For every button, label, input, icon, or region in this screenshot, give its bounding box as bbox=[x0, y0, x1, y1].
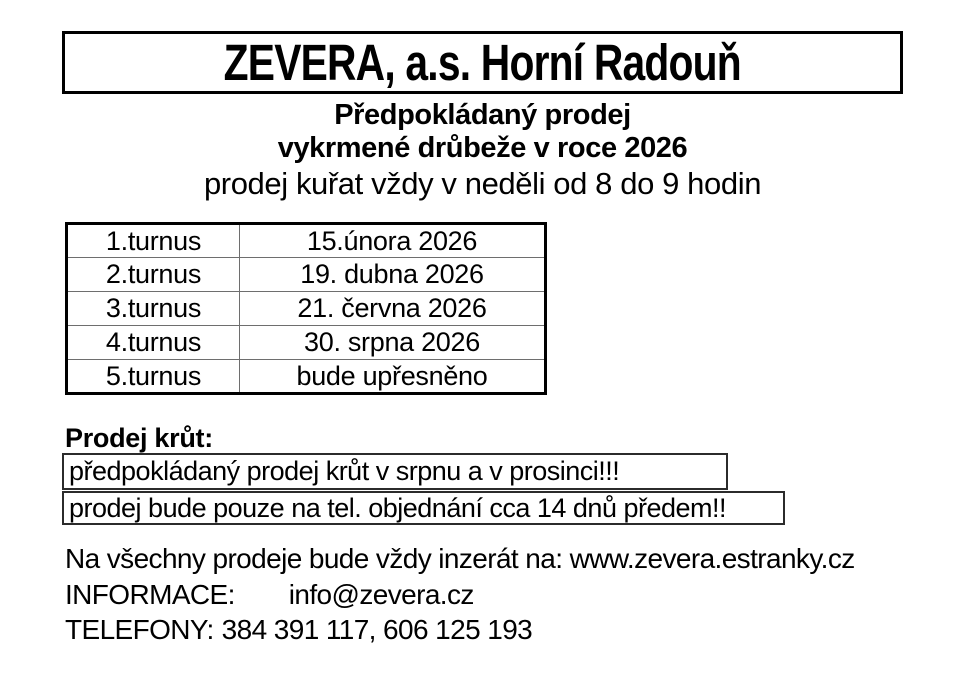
turkey-note-1: předpokládaný prodej krůt v srpnu a v pr… bbox=[62, 453, 728, 490]
table-row: 3.turnus 21. června 2026 bbox=[66, 291, 546, 326]
subtitle-line-3: prodej kuřat vždy v neděli od 8 do 9 hod… bbox=[203, 166, 762, 201]
phones-label: TELEFONY: bbox=[65, 614, 214, 645]
cell-date: 19. dubna 2026 bbox=[239, 257, 546, 292]
cell-date: 15.února 2026 bbox=[239, 223, 546, 258]
table-row: 5.turnus bude upřesněno bbox=[66, 359, 546, 394]
company-title: ZEVERA, a.s. Horní Radouň bbox=[223, 34, 742, 91]
info-label: INFORMACE: bbox=[65, 579, 235, 610]
cell-turnus: 5.turnus bbox=[66, 359, 240, 394]
cell-date: bude upřesněno bbox=[239, 359, 546, 394]
cell-turnus: 4.turnus bbox=[66, 325, 240, 360]
table-row: 1.turnus 15.února 2026 bbox=[66, 223, 546, 258]
company-title-box: ZEVERA, a.s. Horní Radouň bbox=[62, 31, 903, 94]
footer-phones-line: TELEFONY: 384 391 117, 606 125 193 bbox=[65, 614, 533, 646]
info-email: info@zevera.cz bbox=[288, 579, 475, 610]
phones-numbers: 384 391 117, 606 125 193 bbox=[221, 614, 533, 645]
turkey-note-2: prodej bude pouze na tel. objednání cca … bbox=[62, 491, 785, 525]
cell-turnus: 3.turnus bbox=[66, 291, 240, 326]
subtitle-line-1: Předpokládaný prodej bbox=[334, 99, 631, 131]
table-row: 4.turnus 30. srpna 2026 bbox=[66, 325, 546, 360]
cell-turnus: 2.turnus bbox=[66, 257, 240, 292]
footer-ad-line: Na všechny prodeje bude vždy inzerát na:… bbox=[65, 543, 855, 574]
footer-info-line: INFORMACE: info@zevera.cz bbox=[65, 579, 474, 611]
cell-turnus: 1.turnus bbox=[66, 223, 240, 258]
cell-date: 21. června 2026 bbox=[239, 291, 546, 326]
table-row: 2.turnus 19. dubna 2026 bbox=[66, 257, 546, 292]
subtitle-line-2: vykrmené drůbeže v roce 2026 bbox=[277, 132, 688, 164]
turkey-section-heading: Prodej krůt: bbox=[65, 423, 213, 453]
cell-date: 30. srpna 2026 bbox=[239, 325, 546, 360]
schedule-table: 1.turnus 15.února 2026 2.turnus 19. dubn… bbox=[65, 222, 547, 395]
